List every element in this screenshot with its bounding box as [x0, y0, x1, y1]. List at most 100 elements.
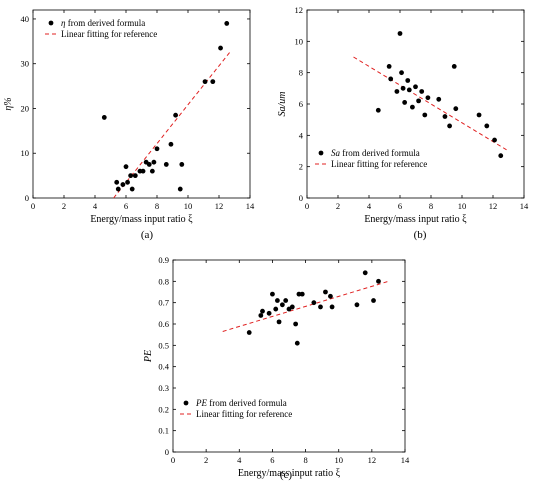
data-point [492, 137, 497, 143]
panel-label: (b) [414, 229, 427, 241]
data-point [394, 89, 400, 94]
y-tick-label: 30 [21, 59, 30, 69]
data-point [419, 89, 425, 94]
legend-text-rest: from derived formula [340, 148, 420, 158]
legend-symbol: Sa [331, 148, 341, 158]
y-tick-label: 0.7 [158, 298, 169, 308]
data-point [149, 168, 155, 174]
linear-fit-line [222, 280, 389, 332]
x-tick-label: 8 [429, 201, 433, 211]
x-tick-label: 14 [246, 201, 255, 211]
data-point [406, 87, 412, 93]
data-point [311, 300, 317, 306]
chart-panel-3: 0 2 4 6 8 10 12 14 0 0.1 0.2 0.3 0.4 0.5 0.6 0.7 0.8 0.9 E… [143, 255, 410, 481]
legend-marker-point [318, 150, 324, 156]
linear-fit-line [353, 56, 509, 152]
legend-text-rest: from derived formula [65, 18, 145, 28]
y-tick-label: 0.4 [158, 362, 169, 372]
x-tick-label: 10 [458, 201, 467, 211]
data-point [218, 45, 223, 51]
legend-box [313, 146, 435, 173]
data-point [151, 159, 157, 165]
panel-label: (c) [280, 469, 293, 481]
y-tick-label: 0 [299, 193, 303, 203]
x-tick-label: 6 [398, 201, 402, 211]
y-axis-label: PE [143, 350, 154, 363]
data-point [410, 104, 415, 110]
chart-panel-1: 0 2 4 6 8 10 12 14 0 10 20 30 40 Energy/mass input ra… [3, 9, 255, 241]
data-point [375, 107, 381, 113]
legend-label-points: PE from derived formula [195, 398, 287, 408]
x-tick-label: 6 [270, 455, 274, 465]
data-point [484, 123, 490, 129]
data-point [447, 123, 452, 129]
data-point [275, 298, 280, 303]
legend-box [178, 396, 300, 423]
data-point [123, 164, 129, 170]
data-point [354, 302, 360, 308]
y-tick-label: 0.5 [158, 340, 169, 350]
data-point [329, 304, 335, 310]
y-tick-label: 4 [299, 130, 304, 140]
data-point [476, 112, 482, 118]
y-tick-label: 20 [21, 103, 30, 113]
legend-symbol: PE [195, 398, 207, 408]
data-point [258, 313, 264, 318]
data-point [296, 291, 302, 297]
chart-panel-2: 0 2 4 6 8 10 12 14 0 2 4 6 8 10 12 Energy/mass input ra… [277, 5, 529, 241]
legend-marker-point [48, 20, 54, 26]
y-tick-label: 0.2 [158, 404, 169, 414]
data-point [115, 186, 121, 192]
data-point [400, 85, 406, 91]
data-point [294, 340, 300, 346]
data-point [140, 168, 146, 174]
y-tick-label: 0.9 [158, 255, 169, 265]
x-tick-label: 4 [93, 201, 98, 211]
data-point [399, 70, 404, 76]
y-tick-label: 10 [295, 36, 304, 46]
data-point [436, 96, 442, 102]
x-tick-label: 14 [520, 201, 529, 211]
data-point [129, 186, 135, 192]
x-axis-label: Energy/mass input ratio ξ [364, 214, 467, 225]
data-point [276, 319, 282, 325]
data-point [177, 186, 183, 192]
y-tick-label: 0 [165, 447, 169, 457]
x-tick-label: 6 [124, 201, 128, 211]
data-point [371, 298, 376, 303]
x-axis-label: Energy/mass input ratio ξ [238, 468, 341, 479]
y-tick-label: 0 [25, 193, 29, 203]
y-tick-label: 6 [299, 99, 303, 109]
data-point [425, 95, 431, 101]
data-point [168, 141, 174, 147]
y-tick-label: 0.1 [158, 426, 169, 436]
x-tick-label: 10 [184, 201, 193, 211]
x-tick-label: 14 [401, 455, 410, 465]
data-point [442, 114, 448, 119]
y-tick-label: 0.6 [158, 319, 169, 329]
x-tick-label: 8 [155, 201, 159, 211]
y-tick-label: 0.3 [158, 383, 169, 393]
data-point [323, 289, 328, 295]
data-point [362, 270, 368, 276]
x-tick-label: 12 [489, 201, 498, 211]
linear-fit-line [113, 49, 232, 199]
panel-label: (a) [141, 229, 154, 241]
data-point [376, 278, 381, 284]
data-point [498, 153, 504, 159]
data-point [146, 162, 152, 167]
data-point [279, 302, 285, 308]
x-tick-label: 0 [305, 201, 309, 211]
x-tick-label: 12 [215, 201, 224, 211]
data-point [132, 173, 138, 179]
data-point [125, 179, 130, 185]
y-tick-label: 8 [299, 68, 303, 78]
data-point [453, 106, 459, 112]
plot-frame [172, 259, 406, 453]
data-point [388, 76, 394, 82]
legend-label-points: η from derived formula [61, 18, 145, 28]
data-point [283, 298, 289, 303]
